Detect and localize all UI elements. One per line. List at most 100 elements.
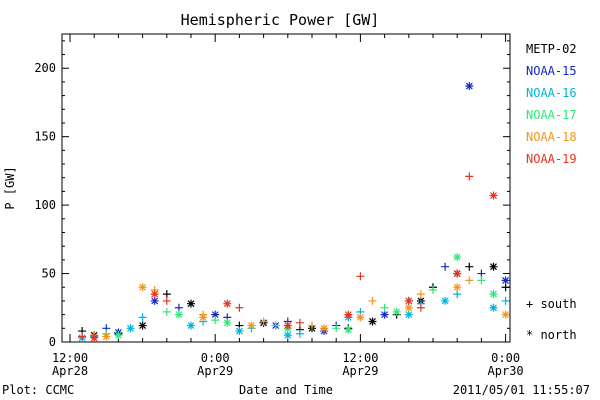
point-noaa-19-north — [150, 290, 159, 299]
point-noaa-16-south — [138, 313, 147, 322]
plot-timestamp: 2011/05/01 11:55:07 — [453, 383, 590, 397]
point-noaa-17-north — [174, 310, 183, 319]
point-noaa-18-south — [465, 276, 474, 285]
point-noaa-19-south — [78, 332, 87, 341]
point-noaa-19-north — [404, 296, 413, 305]
x-tick-label: Apr29 — [197, 364, 233, 378]
x-tick-label: 12:00 — [52, 351, 88, 365]
y-axis-label: P [GW] — [3, 166, 17, 209]
point-noaa-19-north — [223, 299, 232, 308]
point-metp-02-north — [368, 317, 377, 326]
point-noaa-17-north — [392, 307, 401, 316]
legend: METP-02 NOAA-15 NOAA-16 NOAA-17 NOAA-18 NOAA-… — [526, 42, 577, 166]
point-noaa-17-south — [162, 307, 171, 316]
y-axis: 0 50 100 150 200 — [34, 40, 510, 349]
point-metp-02-north — [138, 321, 147, 330]
point-noaa-19-north — [489, 191, 498, 200]
point-noaa-17-south — [211, 316, 220, 325]
point-noaa-18-south — [416, 290, 425, 299]
point-noaa-19-north — [344, 310, 353, 319]
point-noaa-18-north — [501, 310, 510, 319]
point-noaa-16-north — [126, 324, 135, 333]
plot-frame — [61, 33, 511, 343]
point-noaa-19-south — [235, 303, 244, 312]
x-tick-label: 0:00 — [491, 351, 520, 365]
point-noaa-17-north — [114, 331, 123, 340]
point-noaa-16-north — [187, 321, 195, 330]
point-noaa-15-south — [441, 262, 450, 271]
data-points — [78, 82, 510, 342]
point-noaa-18-north — [138, 283, 147, 292]
x-tick-label: 12:00 — [342, 351, 378, 365]
point-noaa-17-north — [453, 253, 462, 262]
point-noaa-18-north — [247, 321, 256, 330]
point-noaa-18-south — [259, 317, 268, 326]
y-tick-label: 150 — [34, 130, 56, 144]
x-tick-label: Apr30 — [488, 364, 524, 378]
point-noaa-19-south — [356, 272, 365, 281]
marker-legend: + south * north — [526, 297, 577, 342]
chart-title: Hemispheric Power [GW] — [181, 11, 380, 29]
point-noaa-15-north — [150, 296, 159, 305]
point-metp-02-south — [501, 283, 510, 292]
legend-item: NOAA-17 — [526, 108, 577, 122]
point-noaa-16-north — [441, 296, 450, 305]
point-noaa-17-south — [429, 285, 437, 294]
legend-item: METP-02 — [526, 42, 577, 56]
point-metp-02-south — [465, 262, 474, 271]
point-noaa-17-north — [344, 325, 353, 334]
point-noaa-15-north — [380, 310, 389, 319]
point-noaa-19-north — [283, 321, 292, 330]
point-noaa-19-north — [453, 269, 462, 278]
point-noaa-17-south — [271, 321, 280, 330]
y-tick-label: 0 — [49, 335, 56, 349]
point-noaa-16-south — [295, 329, 304, 338]
point-noaa-18-north — [404, 303, 413, 312]
x-tick-label: Apr28 — [52, 364, 88, 378]
x-axis: 12:00Apr280:00Apr2912:00Apr290:00Apr3012… — [52, 34, 524, 378]
point-noaa-16-south — [453, 290, 462, 299]
point-noaa-15-north — [501, 276, 510, 285]
point-noaa-18-south — [308, 321, 316, 330]
point-noaa-17-south — [477, 276, 486, 285]
point-noaa-18-north — [199, 313, 208, 322]
y-tick-label: 200 — [34, 61, 56, 75]
marker-legend-item: * north — [526, 328, 577, 342]
point-noaa-16-north — [235, 327, 244, 336]
point-metp-02-south — [162, 290, 171, 299]
x-tick-label: Apr29 — [342, 364, 378, 378]
point-noaa-18-north — [320, 324, 329, 333]
legend-item: NOAA-16 — [526, 86, 577, 100]
y-tick-label: 50 — [42, 267, 56, 281]
x-axis-label: Date and Time — [239, 383, 333, 397]
point-noaa-17-south — [332, 324, 341, 333]
point-noaa-18-north — [102, 332, 111, 341]
point-noaa-16-south — [501, 296, 510, 305]
legend-item: NOAA-18 — [526, 130, 577, 144]
point-noaa-18-south — [368, 296, 377, 305]
point-noaa-15-south — [174, 303, 183, 312]
point-noaa-18-north — [356, 313, 365, 322]
point-noaa-17-north — [489, 290, 498, 299]
point-noaa-16-north — [283, 331, 292, 340]
point-metp-02-north — [489, 262, 498, 271]
point-noaa-17-north — [223, 318, 232, 327]
point-noaa-15-south — [477, 269, 486, 278]
plot-credit: Plot: CCMC — [2, 383, 74, 397]
point-noaa-16-north — [489, 303, 498, 312]
point-noaa-19-south — [416, 303, 425, 312]
point-metp-02-north — [187, 299, 195, 308]
marker-legend-item: + south — [526, 297, 577, 311]
point-noaa-17-south — [380, 303, 389, 312]
x-tick-label: 0:00 — [201, 351, 230, 365]
point-noaa-16-north — [404, 310, 413, 319]
point-noaa-18-north — [453, 283, 462, 292]
legend-item: NOAA-15 — [526, 64, 577, 78]
point-noaa-19-south — [465, 172, 474, 181]
point-noaa-15-north — [465, 82, 474, 91]
point-noaa-19-north — [90, 333, 99, 342]
point-noaa-19-south — [295, 318, 304, 327]
point-noaa-19-south — [162, 296, 171, 305]
point-noaa-15-north — [211, 310, 220, 319]
